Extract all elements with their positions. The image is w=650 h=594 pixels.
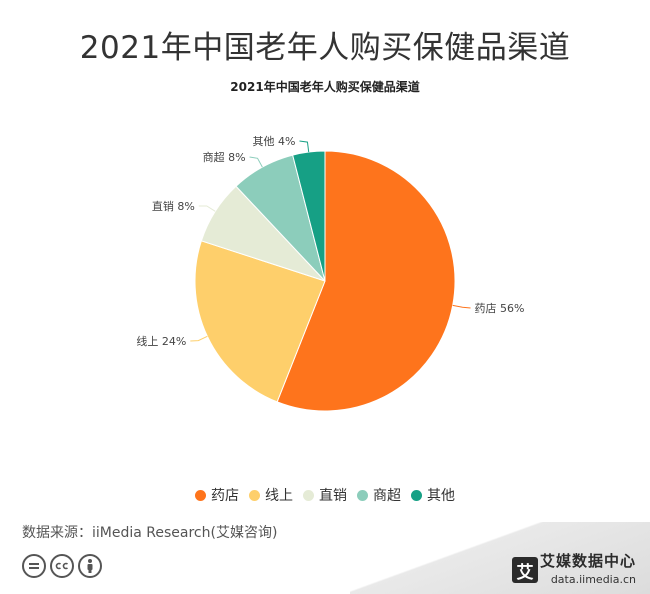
legend-label-supermarket: 商超 bbox=[373, 488, 401, 504]
page-title: 2021年中国老年人购买保健品渠道 bbox=[79, 30, 571, 66]
chart-title: 2021年中国老年人购买保健品渠道 bbox=[230, 80, 420, 94]
slice-label-online: 线上 24% bbox=[136, 334, 186, 348]
slice-label-direct-sales: 直销 8% bbox=[152, 199, 195, 213]
chart-legend: 药店 线上 直销 商超 其他 bbox=[0, 485, 650, 505]
leader-line-supermarket bbox=[249, 156, 263, 168]
leader-line-pharmacy bbox=[452, 304, 471, 309]
legend-item-supermarket[interactable]: 商超 bbox=[357, 485, 401, 505]
slice-label-other: 其他 4% bbox=[253, 135, 296, 148]
brand-footer: 艾 艾媒数据中心 data.iimedia.cn bbox=[350, 522, 650, 594]
slice-label-supermarket: 商超 8% bbox=[203, 150, 246, 164]
legend-swatch-direct-sales bbox=[303, 489, 314, 501]
person-icon bbox=[78, 554, 102, 578]
legend-label-pharmacy: 药店 bbox=[211, 488, 239, 504]
legend-item-pharmacy[interactable]: 药店 bbox=[195, 485, 239, 505]
brand-logo: 艾 bbox=[512, 557, 538, 583]
brand-name: 艾媒数据中心 bbox=[539, 552, 636, 570]
legend-item-direct-sales[interactable]: 直销 bbox=[303, 485, 347, 505]
legend-label-direct-sales: 直销 bbox=[319, 488, 347, 504]
legend-label-online: 线上 bbox=[265, 488, 293, 504]
cc-icon bbox=[50, 554, 74, 578]
slice-label-pharmacy: 药店 56% bbox=[475, 301, 525, 315]
leader-line-direct-sales bbox=[198, 205, 216, 212]
license-icons bbox=[22, 554, 102, 578]
legend-swatch-online bbox=[249, 489, 260, 501]
legend-item-online[interactable]: 线上 bbox=[249, 485, 293, 505]
brand-url[interactable]: data.iimedia.cn bbox=[550, 573, 636, 586]
pie-slice-online[interactable] bbox=[194, 240, 326, 403]
pie-slice-pharmacy[interactable] bbox=[276, 150, 456, 412]
data-source: 数据来源：iiMedia Research(艾媒咨询) bbox=[22, 525, 278, 541]
legend-swatch-supermarket bbox=[357, 489, 368, 501]
legend-item-other[interactable]: 其他 bbox=[411, 485, 455, 505]
equals-icon bbox=[22, 554, 46, 578]
legend-swatch-other bbox=[411, 489, 422, 501]
leader-line-other bbox=[299, 140, 310, 153]
legend-label-other: 其他 bbox=[427, 488, 455, 504]
leader-line-online bbox=[190, 335, 208, 342]
legend-swatch-pharmacy bbox=[195, 489, 206, 501]
